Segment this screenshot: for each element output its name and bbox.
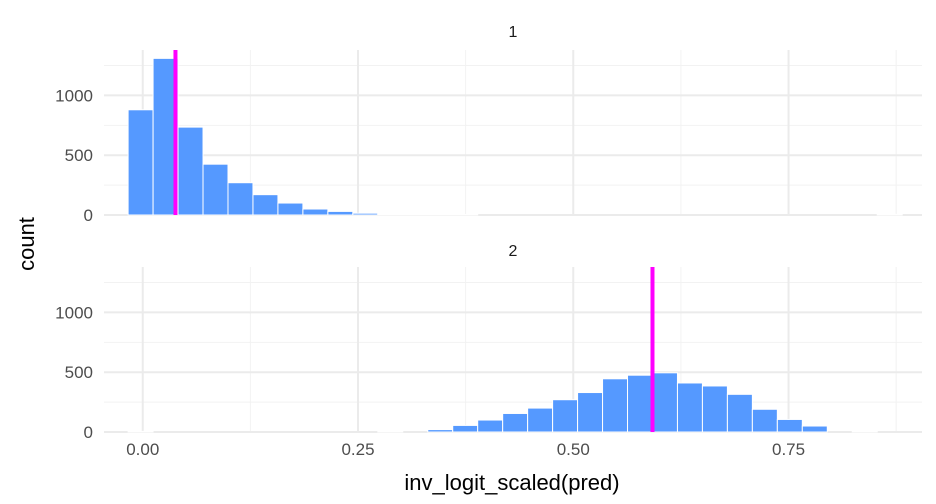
histogram-bar [776, 418, 803, 433]
y-tick-label: 500 [65, 146, 93, 165]
histogram-bar [851, 430, 878, 433]
histogram-bar [427, 429, 454, 433]
y-tick-label: 0 [84, 423, 93, 442]
histogram-bar [627, 374, 653, 433]
histogram-bar [327, 210, 354, 216]
histogram-bar [676, 382, 703, 433]
histogram-bar [502, 412, 529, 433]
histogram-bar [377, 213, 404, 216]
histogram-bar [252, 194, 279, 216]
facet-panels: 0 500 1000 1 0 500 1000 2 0.00 0.25 0.50 0.75 [55, 24, 922, 459]
histogram-bar [277, 202, 304, 216]
histogram-bar [751, 408, 778, 433]
x-tick-label: 0.00 [126, 440, 159, 459]
histogram-bar [527, 407, 554, 433]
histogram-bar [427, 213, 454, 216]
histogram-bar [701, 385, 728, 433]
histogram-bar [227, 182, 254, 216]
histogram-bar [452, 213, 479, 216]
facet-panel-1: 0 500 1000 1 [55, 24, 922, 225]
y-axis-title-group: count [14, 217, 39, 271]
y-tick-label: 1000 [55, 86, 93, 105]
y-tick-label: 500 [65, 363, 93, 382]
histogram-bar [452, 424, 479, 433]
facet-strip-label: 2 [509, 243, 518, 260]
x-axis-ticks: 0.00 0.25 0.50 0.75 [126, 440, 805, 459]
y-axis-title: count [14, 217, 39, 271]
x-axis-title: inv_logit_scaled(pred) [404, 470, 619, 495]
x-tick-label: 0.75 [772, 440, 805, 459]
y-tick-label: 1000 [55, 303, 93, 322]
y-tick-label: 0 [84, 206, 93, 225]
histogram-bar [302, 208, 329, 216]
histogram-bar [801, 425, 828, 433]
histogram-bar [202, 163, 229, 216]
facet-strip-label: 1 [509, 24, 518, 41]
histogram-bar [177, 126, 204, 216]
histogram-bar [577, 392, 604, 433]
histogram-bar [602, 378, 629, 433]
x-tick-label: 0.25 [341, 440, 374, 459]
histogram-bar [127, 430, 154, 433]
histogram-bar [726, 393, 753, 433]
histogram-bar [402, 213, 429, 216]
histogram-bar [377, 430, 404, 433]
histogram-bar [651, 372, 678, 433]
histogram-bar [127, 109, 154, 216]
histogram-bar [352, 212, 379, 216]
histogram-bar [477, 419, 504, 433]
x-tick-label: 0.50 [557, 440, 590, 459]
histogram-bar [876, 213, 903, 216]
facet-panel-2: 0 500 1000 2 [55, 243, 922, 442]
histogram-bar [552, 399, 579, 433]
